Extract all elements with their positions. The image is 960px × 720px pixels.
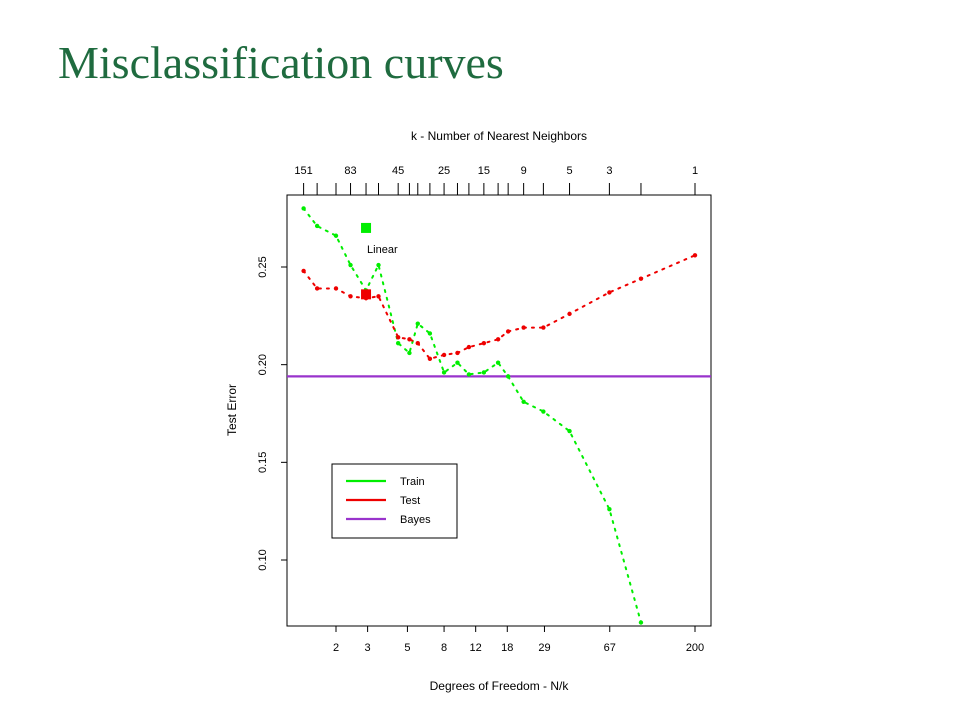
test-point (348, 294, 353, 299)
y-tick-label: 0.25 (257, 256, 269, 277)
train-point (441, 370, 447, 375)
x-axis-title: Degrees of Freedom - N/k (430, 679, 570, 693)
test-point (455, 350, 460, 356)
y-tick-label: 0.10 (257, 549, 269, 570)
top-axis-title: k - Number of Nearest Neighbors (411, 129, 587, 143)
train-series-line (302, 207, 642, 624)
train-point (466, 372, 472, 377)
top-tick-label: 3 (606, 165, 612, 177)
linear-test-marker (361, 289, 372, 300)
test-point (521, 325, 526, 330)
train-point (395, 340, 401, 346)
test-point (333, 286, 339, 291)
test-point (395, 335, 401, 340)
x-tick-label: 3 (365, 642, 371, 654)
test-point (607, 290, 612, 295)
test-point (505, 329, 511, 334)
test-point (638, 276, 644, 281)
y-tick-label: 0.15 (257, 452, 269, 473)
test-point (407, 337, 412, 342)
test-point (441, 352, 447, 358)
legend-label-test: Test (400, 495, 420, 507)
test-point (415, 340, 420, 346)
test-point (495, 337, 501, 342)
legend-label-bayes: Bayes (400, 514, 431, 526)
train-point (567, 428, 572, 434)
x-tick-label: 200 (686, 642, 704, 654)
x-tick-label: 12 (470, 642, 482, 654)
x-tick-label: 2 (333, 642, 339, 654)
train-point (415, 321, 420, 326)
test-point (541, 325, 546, 330)
train-point (521, 399, 526, 404)
train-point (376, 262, 381, 268)
train-point (301, 206, 306, 211)
test-point (427, 356, 433, 362)
plot-area (286, 194, 712, 627)
x-tick-label: 29 (538, 642, 550, 654)
train-point (607, 507, 612, 512)
x-tick-label: 18 (501, 642, 513, 654)
top-tick-label: 151 (294, 165, 312, 177)
test-point (376, 294, 381, 299)
slide-title: Misclassification curves (58, 37, 504, 88)
train-point (314, 223, 320, 229)
train-point (481, 370, 487, 375)
top-tick-label: 15 (478, 165, 490, 177)
top-tick-label: 1 (692, 165, 698, 177)
test-point (481, 340, 487, 346)
top-tick-label: 83 (344, 165, 356, 177)
train-point (495, 360, 501, 365)
test-point (314, 286, 320, 291)
test-point (466, 344, 472, 350)
x-tick-label: 8 (441, 642, 447, 654)
top-tick-label: 5 (566, 165, 572, 177)
test-series-line (302, 254, 696, 360)
top-tick-label: 9 (521, 165, 527, 177)
y-tick-label: 0.20 (257, 354, 269, 375)
top-tick-label: 25 (438, 165, 450, 177)
test-point (301, 268, 306, 274)
y-axis-title: Test Error (225, 384, 239, 436)
legend-label-train: Train (400, 476, 425, 488)
train-point (638, 620, 644, 625)
top-tick-label: 45 (392, 165, 404, 177)
train-point (541, 409, 546, 414)
linear-label: Linear (367, 244, 398, 256)
train-point (427, 331, 433, 336)
train-point (455, 360, 460, 365)
train-point (407, 350, 412, 356)
test-point (692, 253, 698, 258)
train-point (348, 262, 353, 268)
train-point (333, 233, 339, 238)
x-tick-label: 5 (404, 642, 410, 654)
linear-train-marker (361, 222, 372, 233)
train-point (505, 374, 511, 379)
x-tick-label: 67 (604, 642, 616, 654)
test-point (567, 311, 572, 317)
